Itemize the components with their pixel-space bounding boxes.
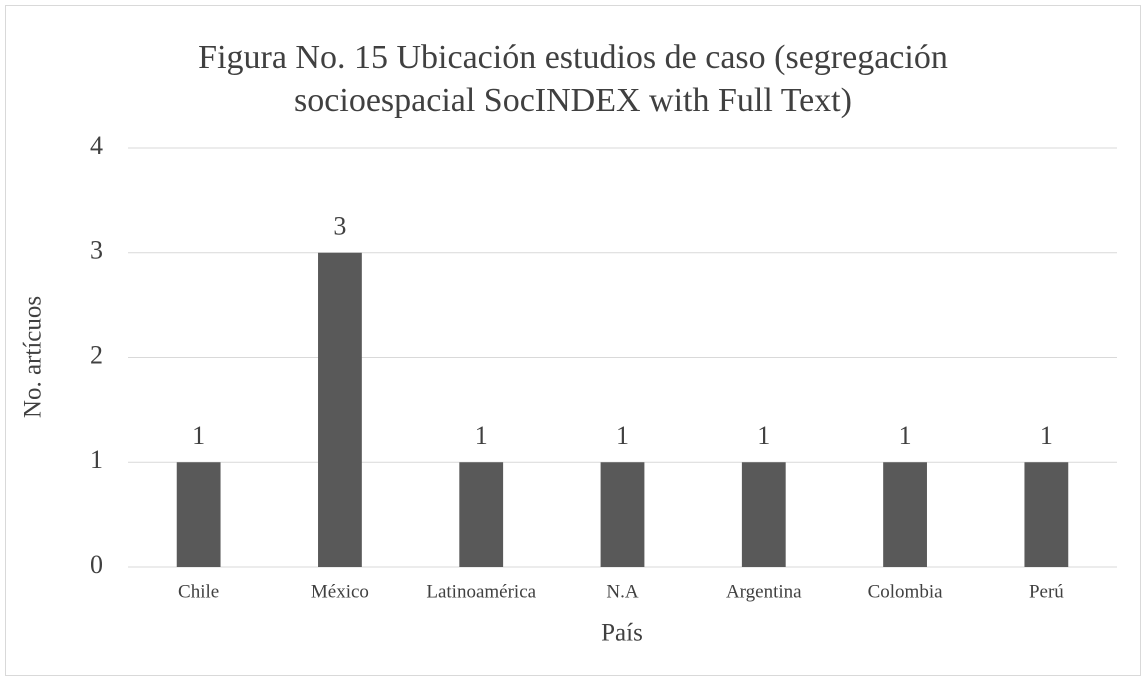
x-axis-title: País [601,620,643,647]
data-label: 3 [333,212,346,241]
bar [741,462,786,567]
data-label: 1 [475,421,488,450]
bar [459,462,504,567]
y-tick-label: 4 [90,131,103,160]
data-label: 1 [899,421,912,450]
y-tick-label: 0 [90,550,103,579]
data-label: 1 [192,421,205,450]
x-tick-label: México [311,581,369,602]
data-label: 1 [1040,421,1053,450]
bar [176,462,221,567]
y-axis-title: No. artícuos [20,296,47,418]
x-tick-label: Argentina [726,581,802,602]
x-tick-label: Colombia [868,581,944,602]
x-tick-label: Latinoamérica [426,581,536,602]
data-label: 1 [757,421,770,450]
bar [600,462,645,567]
x-tick-label: Perú [1029,581,1064,602]
x-tick-label: Chile [178,581,219,602]
chart-title: socioespacial SocINDEX with Full Text) [294,82,852,119]
bar [318,252,362,567]
bar [1024,462,1069,567]
y-tick-label: 3 [90,236,103,265]
y-tick-label: 1 [90,445,103,474]
chart-title: Figura No. 15 Ubicación estudios de caso… [198,39,948,76]
bar [883,462,927,567]
y-tick-label: 2 [90,340,103,369]
data-label: 1 [616,421,629,450]
x-tick-label: N.A [606,581,638,602]
